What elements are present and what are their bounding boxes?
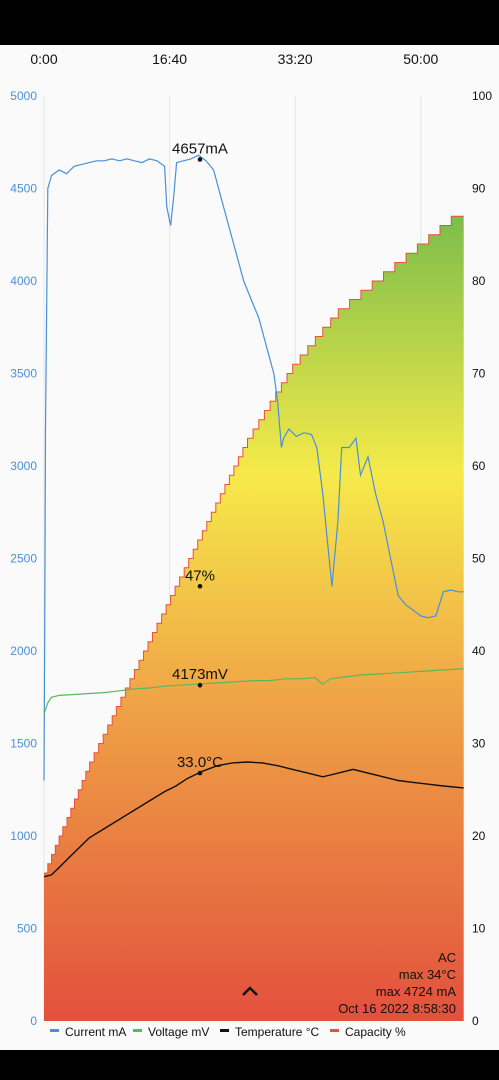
y-right-tick-label: 30 xyxy=(472,737,486,751)
y-right-tick-label: 20 xyxy=(472,829,486,843)
legend-label: Current mA xyxy=(65,1025,126,1039)
y-left-tick-label: 3500 xyxy=(10,367,37,381)
legend-swatch xyxy=(133,1029,142,1032)
y-left-tick-label: 3000 xyxy=(10,459,37,473)
expand-button[interactable] xyxy=(242,986,258,996)
annotation-label: 47% xyxy=(185,567,215,584)
temperature-series-line xyxy=(43,761,464,878)
capacity-series-line xyxy=(44,215,464,874)
x-tick-label: 0:00 xyxy=(30,51,57,67)
y-right-tick-label: 60 xyxy=(472,459,486,473)
legend-swatch xyxy=(220,1029,229,1032)
legend-label: Voltage mV xyxy=(148,1025,209,1039)
y-left-tick-label: 0 xyxy=(30,1014,37,1028)
y-left-tick-label: 1000 xyxy=(10,829,37,843)
capacity-area xyxy=(44,216,464,1022)
info-line: Oct 16 2022 8:58:30 xyxy=(338,1001,456,1016)
annotation-marker xyxy=(197,770,203,776)
y-right-tick-label: 0 xyxy=(472,1014,479,1028)
legend-label: Temperature °C xyxy=(235,1025,319,1039)
y-right-tick-label: 80 xyxy=(472,274,486,288)
annotation-label: 4657mA xyxy=(172,140,228,157)
legend-swatch xyxy=(330,1029,339,1032)
y-right-tick-label: 90 xyxy=(472,182,486,196)
y-right-tick-label: 40 xyxy=(472,644,486,658)
navigation-bar xyxy=(0,1050,499,1080)
legend-swatch xyxy=(50,1029,59,1032)
status-bar xyxy=(0,0,499,45)
y-left-tick-label: 4500 xyxy=(10,182,37,196)
annotation-label: 4173mV xyxy=(172,666,228,683)
y-right-tick-label: 50 xyxy=(472,552,486,566)
x-tick-label: 16:40 xyxy=(152,51,187,67)
x-tick-label: 50:00 xyxy=(403,51,438,67)
y-right-tick-label: 10 xyxy=(472,922,486,936)
y-left-tick-label: 4000 xyxy=(10,274,37,288)
y-right-tick-label: 100 xyxy=(472,89,492,103)
y-left-tick-label: 2000 xyxy=(10,644,37,658)
info-line: max 4724 mA xyxy=(376,984,457,999)
info-line: max 34°C xyxy=(399,967,456,982)
annotation-marker xyxy=(197,157,203,162)
voltage-series-line xyxy=(43,668,464,715)
annotation-marker xyxy=(197,583,203,589)
y-right-tick-label: 70 xyxy=(472,367,486,381)
chevron-up-icon xyxy=(242,986,258,996)
battery-chart[interactable]: 0:00 16:40 33:20 50:00 50004500400035003000… xyxy=(0,45,499,1050)
y-left-tick-label: 500 xyxy=(17,922,37,936)
annotation-label: 33.0°C xyxy=(177,754,223,771)
current-series-line xyxy=(43,154,464,781)
y-left-tick-label: 5000 xyxy=(10,89,37,103)
legend-label: Capacity % xyxy=(345,1025,406,1039)
annotation-marker xyxy=(197,682,203,688)
y-left-tick-label: 1500 xyxy=(10,737,37,751)
info-line: AC xyxy=(438,950,456,965)
y-left-tick-label: 2500 xyxy=(10,552,37,566)
x-tick-label: 33:20 xyxy=(278,51,313,67)
